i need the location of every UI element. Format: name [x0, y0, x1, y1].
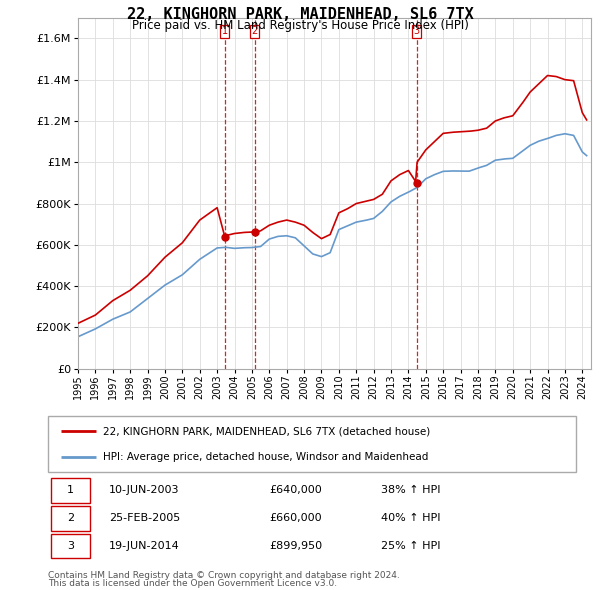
Text: This data is licensed under the Open Government Licence v3.0.: This data is licensed under the Open Gov… [48, 579, 337, 588]
Text: 22, KINGHORN PARK, MAIDENHEAD, SL6 7TX: 22, KINGHORN PARK, MAIDENHEAD, SL6 7TX [127, 7, 473, 22]
Text: £640,000: £640,000 [270, 486, 323, 495]
Text: 10-JUN-2003: 10-JUN-2003 [109, 486, 179, 495]
Text: 2: 2 [67, 513, 74, 523]
Text: 1: 1 [222, 27, 228, 37]
Text: 3: 3 [413, 27, 419, 37]
Text: Contains HM Land Registry data © Crown copyright and database right 2024.: Contains HM Land Registry data © Crown c… [48, 571, 400, 579]
Text: 25% ↑ HPI: 25% ↑ HPI [380, 541, 440, 551]
FancyBboxPatch shape [50, 533, 90, 558]
Text: HPI: Average price, detached house, Windsor and Maidenhead: HPI: Average price, detached house, Wind… [103, 452, 429, 462]
Text: 3: 3 [67, 541, 74, 551]
Text: Price paid vs. HM Land Registry's House Price Index (HPI): Price paid vs. HM Land Registry's House … [131, 19, 469, 32]
Text: £899,950: £899,950 [270, 541, 323, 551]
Text: 38% ↑ HPI: 38% ↑ HPI [380, 486, 440, 495]
FancyBboxPatch shape [50, 506, 90, 530]
Text: 25-FEB-2005: 25-FEB-2005 [109, 513, 180, 523]
FancyBboxPatch shape [50, 478, 90, 503]
Text: 1: 1 [67, 486, 74, 495]
Text: 22, KINGHORN PARK, MAIDENHEAD, SL6 7TX (detached house): 22, KINGHORN PARK, MAIDENHEAD, SL6 7TX (… [103, 426, 431, 436]
Text: 2: 2 [251, 27, 257, 37]
Text: 40% ↑ HPI: 40% ↑ HPI [380, 513, 440, 523]
FancyBboxPatch shape [48, 416, 576, 472]
Text: 19-JUN-2014: 19-JUN-2014 [109, 541, 179, 551]
Text: £660,000: £660,000 [270, 513, 322, 523]
